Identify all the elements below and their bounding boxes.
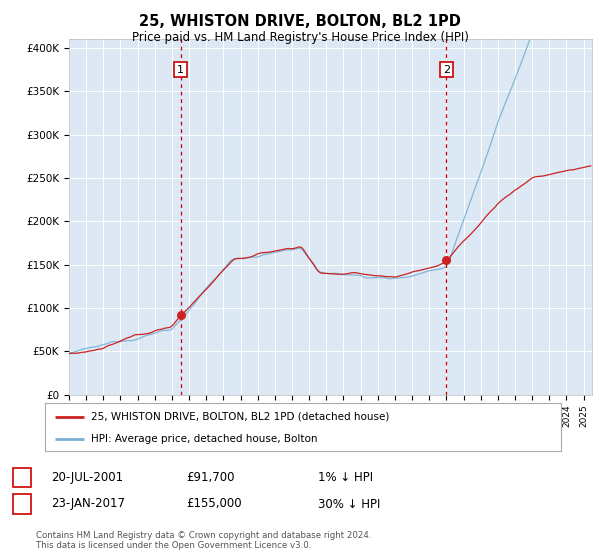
Text: 1: 1 <box>19 470 26 484</box>
Text: 2: 2 <box>19 497 26 511</box>
Text: £91,700: £91,700 <box>186 470 235 484</box>
Text: Contains HM Land Registry data © Crown copyright and database right 2024.
This d: Contains HM Land Registry data © Crown c… <box>36 531 371 550</box>
Text: HPI: Average price, detached house, Bolton: HPI: Average price, detached house, Bolt… <box>91 434 318 444</box>
Text: Price paid vs. HM Land Registry's House Price Index (HPI): Price paid vs. HM Land Registry's House … <box>131 31 469 44</box>
Text: 1% ↓ HPI: 1% ↓ HPI <box>318 470 373 484</box>
Text: 20-JUL-2001: 20-JUL-2001 <box>51 470 123 484</box>
Text: 30% ↓ HPI: 30% ↓ HPI <box>318 497 380 511</box>
Text: 25, WHISTON DRIVE, BOLTON, BL2 1PD (detached house): 25, WHISTON DRIVE, BOLTON, BL2 1PD (deta… <box>91 412 390 422</box>
Text: £155,000: £155,000 <box>186 497 242 511</box>
Text: 1: 1 <box>177 64 184 74</box>
Text: 25, WHISTON DRIVE, BOLTON, BL2 1PD: 25, WHISTON DRIVE, BOLTON, BL2 1PD <box>139 14 461 29</box>
Text: 23-JAN-2017: 23-JAN-2017 <box>51 497 125 511</box>
Text: 2: 2 <box>443 64 450 74</box>
